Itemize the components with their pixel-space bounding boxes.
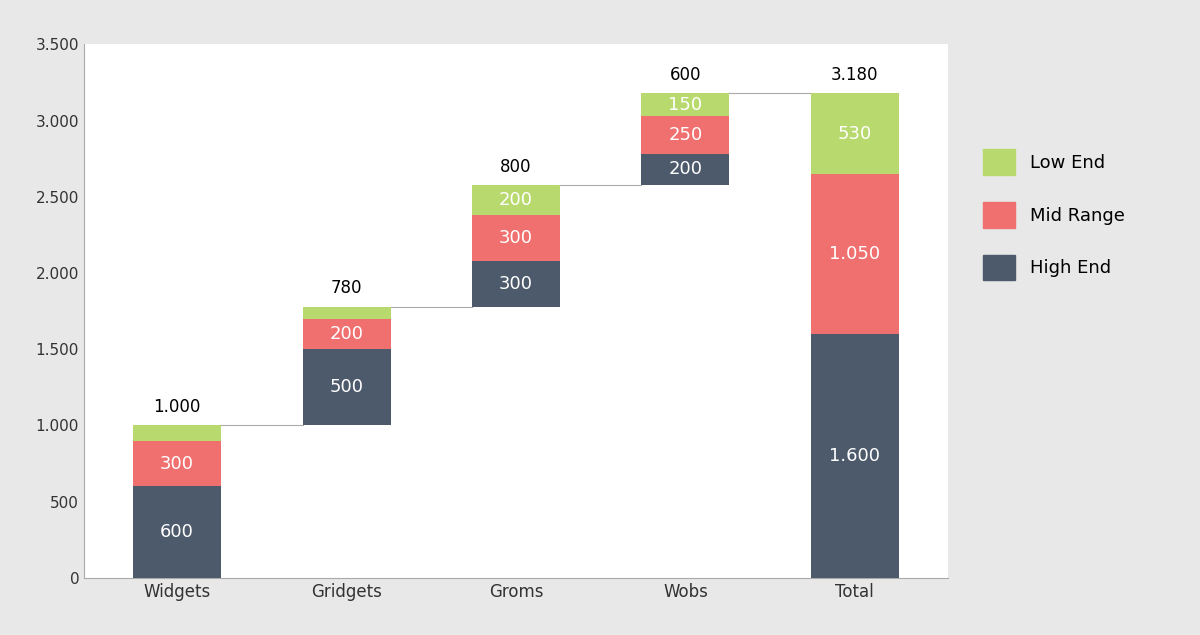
Text: 530: 530 [838,124,872,143]
Text: 300: 300 [160,455,194,472]
Bar [302,319,391,349]
Bar [811,93,899,174]
Bar [811,334,899,578]
Text: 600: 600 [161,523,194,541]
Bar [133,425,221,441]
Text: 780: 780 [331,279,362,297]
Bar [641,116,730,154]
Bar [302,349,391,425]
Bar [472,185,560,215]
Bar [641,93,730,116]
Text: 200: 200 [330,325,364,343]
Text: 300: 300 [499,275,533,293]
Text: 500: 500 [330,378,364,396]
Bar [472,261,560,307]
Text: 200: 200 [668,161,702,178]
Bar [302,307,391,319]
Text: 1.000: 1.000 [154,398,200,417]
Text: 600: 600 [670,66,701,84]
Bar [133,486,221,578]
Bar [641,154,730,185]
Bar [472,215,560,261]
Bar [811,174,899,334]
Text: 300: 300 [499,229,533,247]
Text: 1.600: 1.600 [829,447,881,465]
Bar [133,441,221,486]
Text: 1.050: 1.050 [829,245,881,263]
Text: 250: 250 [668,126,702,144]
Text: 200: 200 [499,191,533,209]
Legend: Low End, Mid Range, High End: Low End, Mid Range, High End [983,149,1124,280]
Text: 3.180: 3.180 [832,66,878,84]
Text: 800: 800 [500,157,532,175]
Text: 150: 150 [668,96,702,114]
